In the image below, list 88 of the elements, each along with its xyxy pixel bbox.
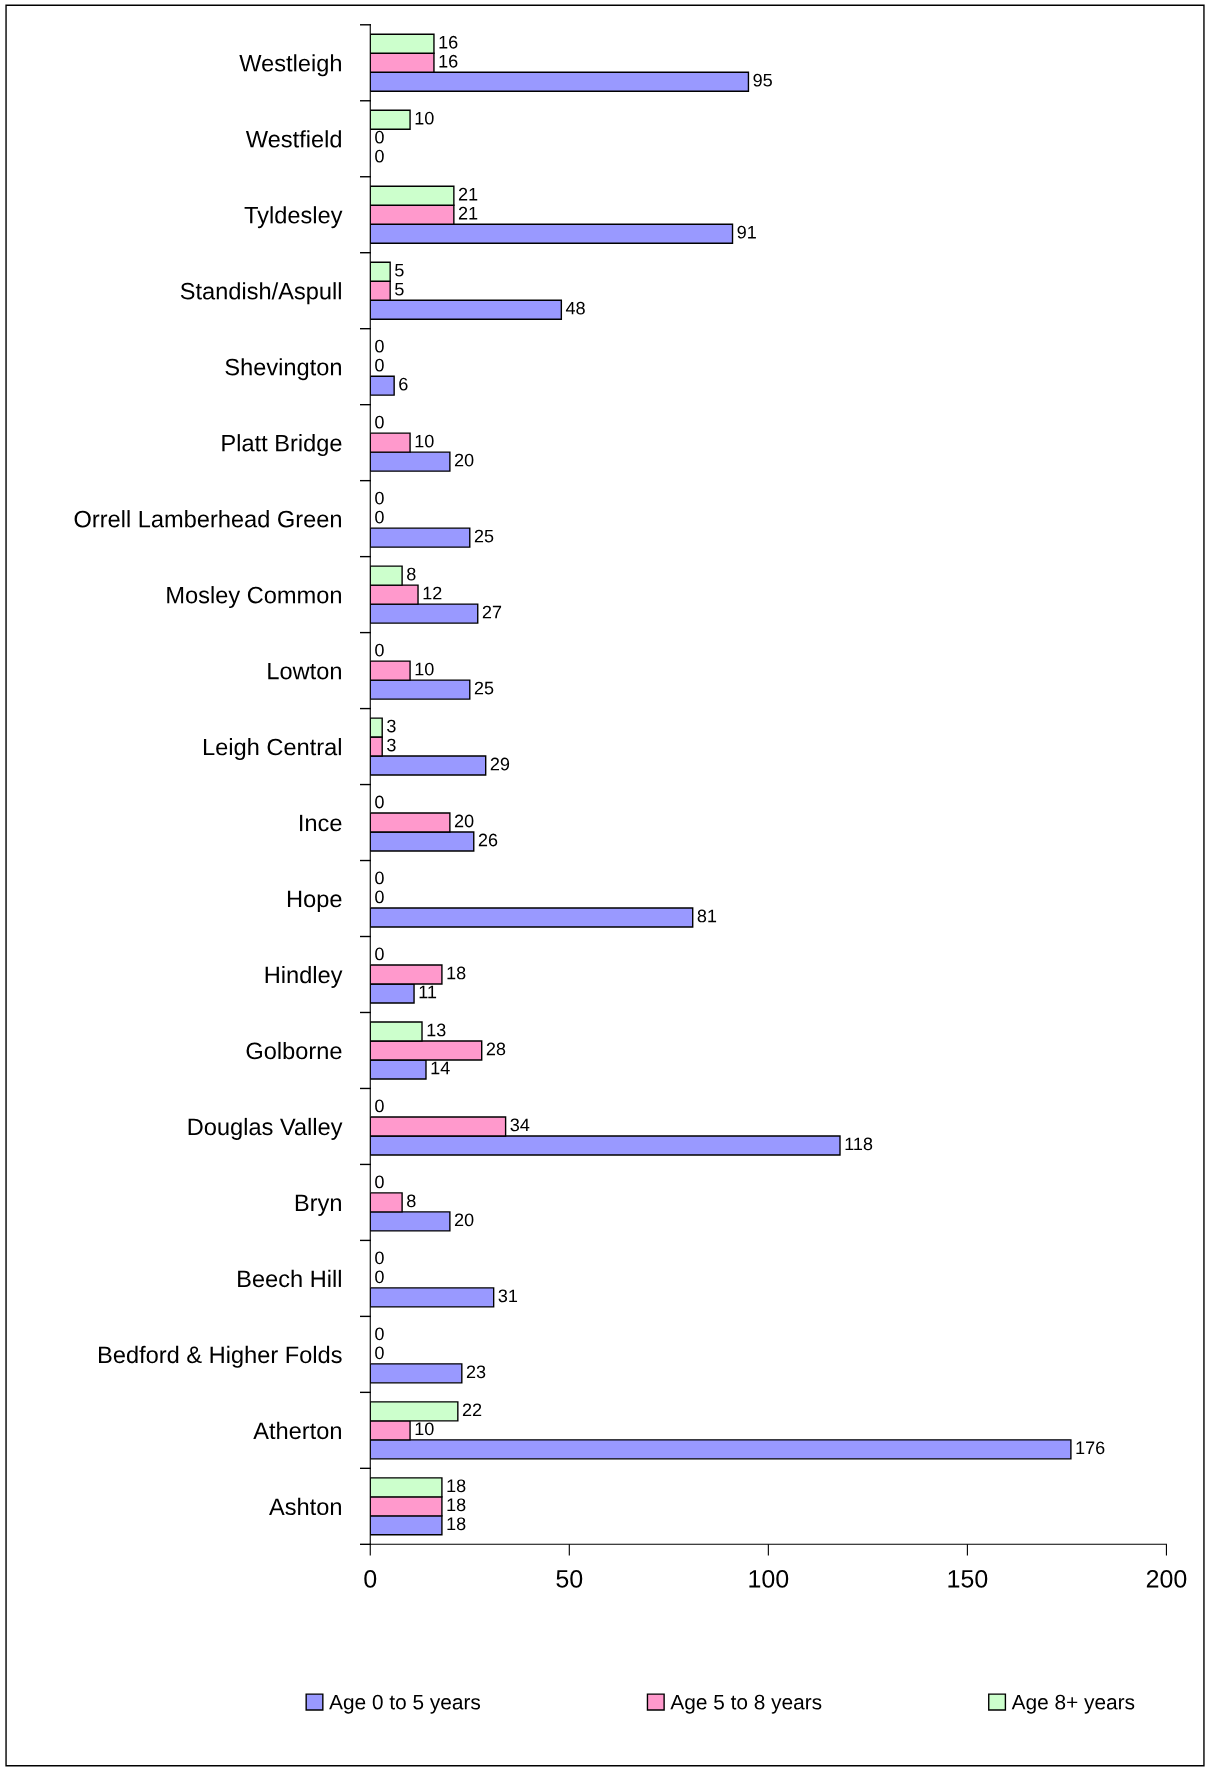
y-tick-label: Westfield xyxy=(245,130,341,148)
y-tick-label: Ince xyxy=(300,814,342,832)
x-tick-label: 100 xyxy=(749,1569,789,1588)
legend-label: Age 0 to 5 years xyxy=(329,1694,481,1714)
data-label: 118 xyxy=(845,1137,873,1151)
data-label: 48 xyxy=(565,301,585,315)
y-tick-label: Douglas Valley xyxy=(188,1117,343,1140)
data-label: 18 xyxy=(447,1479,466,1493)
data-label: 18 xyxy=(447,1517,466,1531)
data-label: 13 xyxy=(427,1023,446,1037)
data-label: 10 xyxy=(415,434,434,448)
data-label: 3 xyxy=(387,719,396,733)
data-label: 26 xyxy=(478,833,498,847)
data-label: 0 xyxy=(375,947,384,961)
data-label: 0 xyxy=(375,491,384,505)
data-label: 0 xyxy=(375,130,384,144)
y-tick-label: Lowton xyxy=(268,662,341,680)
data-label: 23 xyxy=(466,1365,486,1379)
y-tick-label: Ashton xyxy=(269,1497,341,1516)
data-label: 8 xyxy=(407,1194,416,1208)
y-tick-label: Mosley Common xyxy=(167,586,341,609)
data-label: 0 xyxy=(375,890,384,904)
data-label: 21 xyxy=(458,206,478,220)
data-label: 21 xyxy=(458,187,478,201)
data-label: 3 xyxy=(387,738,396,752)
data-label: 0 xyxy=(375,1175,384,1189)
y-tick-label: Westleigh xyxy=(239,54,341,77)
x-tick-label: 0 xyxy=(364,1569,377,1588)
data-label: 8 xyxy=(407,567,416,581)
data-label: 18 xyxy=(447,1498,466,1512)
legend-label: Age 8+ years xyxy=(1011,1694,1135,1714)
data-label: 12 xyxy=(423,586,442,600)
data-label: 6 xyxy=(399,377,408,391)
data-label: 0 xyxy=(375,1327,384,1341)
y-tick-label: Bedford & Higher Folds xyxy=(99,1345,342,1368)
y-tick-label: Shevington xyxy=(225,358,341,381)
data-label: 5 xyxy=(395,263,404,277)
data-label: 31 xyxy=(498,1289,518,1303)
data-label: 20 xyxy=(454,1213,474,1227)
data-label: 0 xyxy=(375,643,384,657)
data-label: 10 xyxy=(415,111,434,125)
data-label: 29 xyxy=(490,757,510,771)
data-label: 25 xyxy=(474,529,494,543)
data-label: 22 xyxy=(462,1403,482,1417)
data-label: 5 xyxy=(395,282,404,296)
data-label: 27 xyxy=(482,605,502,619)
data-label: 0 xyxy=(375,358,384,372)
y-tick-label: Platt Bridge xyxy=(222,434,342,457)
data-label: 16 xyxy=(439,35,458,49)
data-label: 176 xyxy=(1076,1441,1105,1455)
data-label: 0 xyxy=(375,149,384,163)
data-label: 0 xyxy=(375,510,384,524)
y-tick-label: Beech Hill xyxy=(238,1269,341,1288)
data-label: 0 xyxy=(375,1099,384,1113)
x-tick-label: 150 xyxy=(948,1569,988,1588)
data-label: 14 xyxy=(431,1061,450,1075)
y-tick-label: Hope xyxy=(287,890,342,912)
data-label: 25 xyxy=(474,681,494,695)
x-tick-label: 200 xyxy=(1146,1569,1187,1588)
data-label: 0 xyxy=(375,1270,384,1284)
y-tick-label: Hindley xyxy=(265,965,343,988)
data-label: 10 xyxy=(415,1422,434,1436)
data-label: 20 xyxy=(454,814,474,828)
data-label: 91 xyxy=(737,225,756,239)
data-label: 10 xyxy=(415,662,434,676)
data-label: 0 xyxy=(375,1346,384,1360)
data-label: 28 xyxy=(486,1042,506,1056)
data-label: 81 xyxy=(697,909,717,923)
data-label: 95 xyxy=(753,73,772,87)
legend-label: Age 5 to 8 years xyxy=(670,1694,822,1714)
x-tick-label: 50 xyxy=(556,1569,583,1588)
data-label: 11 xyxy=(419,985,437,999)
data-label: 0 xyxy=(375,415,384,429)
data-label: 0 xyxy=(375,339,384,353)
y-tick-label: Leigh Central xyxy=(203,738,341,761)
data-label: 0 xyxy=(375,1251,384,1265)
y-tick-label: Orrell Lamberhead Green xyxy=(74,510,341,528)
data-label: 18 xyxy=(447,966,466,980)
y-tick-label: Tyldesley xyxy=(244,206,343,229)
data-label: 20 xyxy=(454,453,474,467)
y-tick-label: Atherton xyxy=(253,1421,341,1440)
data-label: 0 xyxy=(375,871,384,885)
y-tick-label: Golborne xyxy=(246,1041,342,1060)
y-tick-label: Bryn xyxy=(295,1194,341,1216)
data-label: 16 xyxy=(439,54,458,68)
y-tick-label: Standish/Aspull xyxy=(180,282,341,305)
data-label: 34 xyxy=(510,1118,530,1132)
data-label: 0 xyxy=(375,795,384,809)
